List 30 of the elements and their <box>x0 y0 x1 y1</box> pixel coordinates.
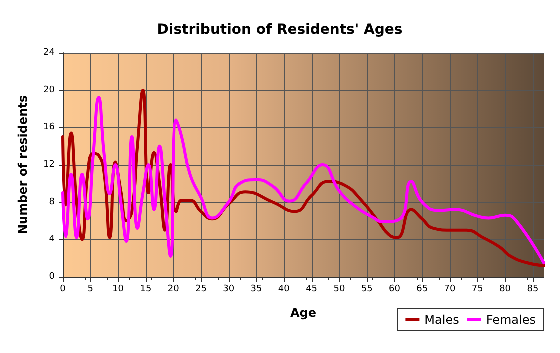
x-tick-label: 45 <box>306 284 318 294</box>
x-tick-label: 50 <box>334 284 346 294</box>
legend-label: Males <box>424 313 460 327</box>
x-tick-label: 30 <box>223 284 235 294</box>
x-tick-label: 85 <box>527 284 539 294</box>
y-axis-title: Number of residents <box>16 95 30 235</box>
x-tick-label: 20 <box>168 284 180 294</box>
x-tick-label: 75 <box>472 284 484 294</box>
x-tick-label: 70 <box>444 284 456 294</box>
chart-title: Distribution of Residents' Ages <box>157 22 403 38</box>
x-tick-label: 25 <box>195 284 207 294</box>
x-tick-label: 80 <box>500 284 512 294</box>
y-tick-label: 12 <box>44 160 55 170</box>
x-tick-label: 5 <box>88 284 94 294</box>
x-tick-label: 15 <box>140 284 152 294</box>
x-tick-label: 65 <box>416 284 428 294</box>
x-tick-label: 60 <box>389 284 401 294</box>
y-tick-label: 0 <box>49 272 56 282</box>
x-tick-label: 40 <box>278 284 290 294</box>
y-tick-label: 24 <box>44 48 56 58</box>
y-tick-label: 4 <box>49 234 56 245</box>
y-tick-label: 8 <box>49 197 56 208</box>
x-tick-label: 35 <box>250 284 262 294</box>
legend-label: Females <box>486 313 536 327</box>
y-tick-label: 20 <box>44 85 56 96</box>
x-tick-label: 10 <box>112 284 124 294</box>
x-axis-title: Age <box>290 306 317 320</box>
x-tick-label: 55 <box>361 284 373 294</box>
y-tick-label: 16 <box>44 122 56 133</box>
x-tick-label: 0 <box>60 284 66 294</box>
